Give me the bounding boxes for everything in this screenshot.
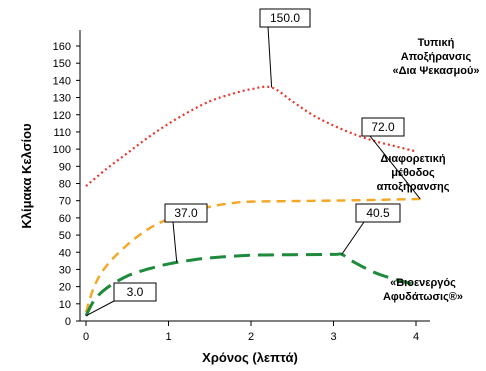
callout-leader	[85, 300, 115, 317]
series-label-1: «Δια Ψεκασμού»	[392, 65, 479, 77]
series-label-2: μέθοδος	[391, 167, 435, 179]
callout-box	[259, 8, 311, 28]
series-line-2	[84, 197, 425, 313]
y-axis-title: Κλίμακα Κελσίου	[19, 123, 34, 229]
y-tick-label: 10	[59, 299, 71, 311]
y-tick-label: 40	[59, 247, 71, 259]
series-layer	[84, 85, 425, 317]
series-label-3: «Βιοενεργός	[390, 277, 456, 289]
x-tick-label: 4	[413, 331, 419, 343]
y-tick-label: 110	[53, 127, 71, 139]
callout-leader	[267, 26, 273, 88]
callout-value: 40.5	[366, 206, 390, 220]
y-tick-label: 80	[59, 179, 71, 191]
series-label-1: Αποξήρανσις	[401, 51, 472, 63]
callout-value: 3.0	[127, 285, 144, 299]
y-tick-label: 70	[59, 196, 71, 208]
x-tick-label: 1	[165, 331, 171, 343]
x-ticks: 0 1 2 3 4	[83, 321, 419, 343]
callout-value: 37.0	[174, 206, 198, 220]
callout-box	[164, 203, 208, 223]
y-tick-label: 50	[59, 230, 71, 242]
callout-value: 150.0	[270, 11, 300, 25]
series-line-3	[84, 252, 417, 317]
x-tick-label: 2	[248, 331, 254, 343]
callout-leader	[369, 135, 421, 200]
y-tick-label: 90	[59, 161, 71, 173]
y-tick-label: 20	[59, 282, 71, 294]
callout-box	[361, 117, 405, 137]
y-tick-label: 60	[59, 213, 71, 225]
series-label-1: Τυπική	[418, 37, 455, 49]
y-tick-label: 0	[65, 316, 71, 328]
y-tick-label: 150	[53, 58, 71, 70]
callout-value: 72.0	[371, 120, 395, 134]
callout-box	[355, 203, 401, 223]
callout-leader	[172, 221, 178, 263]
y-tick-label: 130	[53, 93, 71, 105]
series-labels: Τυπική Αποξήρανσις «Δια Ψεκασμού» Διαφορετι…	[377, 37, 480, 303]
y-tick-label: 160	[53, 41, 71, 53]
y-tick-label: 100	[53, 144, 71, 156]
callout-layer: 150.0 72.0 37.0 40.5 3.0	[85, 8, 421, 317]
y-tick-label: 120	[53, 110, 71, 122]
series-line-1	[85, 85, 417, 187]
x-tick-label: 3	[330, 331, 336, 343]
callout-leader	[341, 221, 365, 255]
series-label-2: Διαφορετική	[380, 153, 445, 165]
y-ticks: 0 10 20 30 40 50 60 70 80 90 100 110 120 130 140 150 160	[53, 41, 80, 328]
x-tick-label: 0	[83, 331, 89, 343]
y-tick-label: 30	[59, 264, 71, 276]
callout-box	[113, 282, 157, 302]
series-label-2: αποξήρανσης	[377, 181, 450, 193]
series-label-3: Αφυδάτωσις®»	[383, 291, 463, 303]
y-tick-label: 140	[53, 75, 71, 87]
x-axis-title: Χρόνος (λεπτά)	[202, 350, 298, 365]
